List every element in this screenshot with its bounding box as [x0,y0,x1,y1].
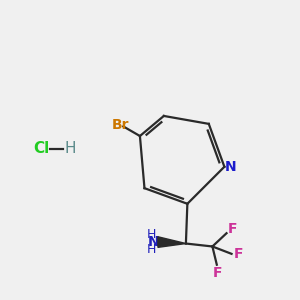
Text: F: F [234,247,243,261]
Text: H: H [64,141,76,156]
Text: F: F [213,266,222,280]
Text: H: H [147,243,156,256]
Text: N: N [148,235,159,249]
Text: F: F [228,222,237,236]
Polygon shape [158,237,186,248]
Text: Cl: Cl [33,141,49,156]
Text: N: N [225,160,237,174]
Text: H: H [147,228,156,241]
Text: Br: Br [112,118,130,132]
